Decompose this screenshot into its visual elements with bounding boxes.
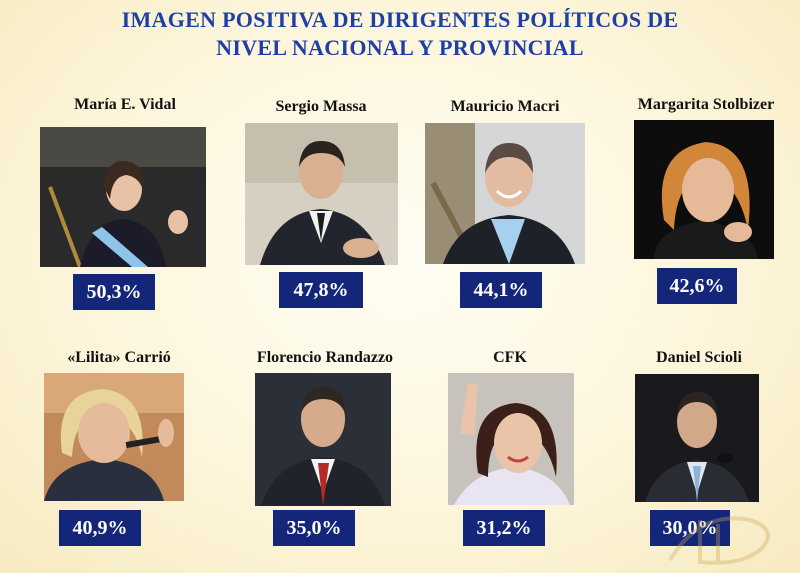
politician-name: María E. Vidal xyxy=(74,96,176,113)
politician-photo xyxy=(44,373,184,501)
percentage-badge: 40,9% xyxy=(59,510,141,546)
title-line-2: NIVEL NACIONAL Y PROVINCIAL xyxy=(216,35,584,60)
politician-photo xyxy=(425,123,585,264)
politician-name: «Lilita» Carrió xyxy=(67,349,171,366)
percentage-badge: 44,1% xyxy=(460,272,542,308)
politician-name: CFK xyxy=(493,349,527,366)
percentage-badge: 47,8% xyxy=(279,272,363,308)
percentage-badge: 30,0% xyxy=(650,510,730,546)
percentage-badge: 42,6% xyxy=(657,268,737,304)
politician-photo xyxy=(448,373,574,505)
logo-watermark-icon xyxy=(668,516,770,565)
politician-photo xyxy=(245,123,398,265)
politician-photo xyxy=(634,120,774,259)
politician-photo xyxy=(255,373,391,506)
percentage-badge: 31,2% xyxy=(463,510,545,546)
politician-name: Sergio Massa xyxy=(275,98,367,115)
politician-name: Margarita Stolbizer xyxy=(637,96,775,113)
politician-name: Mauricio Macri xyxy=(450,98,560,115)
percentage-badge: 50,3% xyxy=(73,274,155,310)
politician-name: Daniel Scioli xyxy=(656,349,742,366)
politician-photo xyxy=(40,127,206,267)
politician-photo xyxy=(635,374,759,502)
politician-name: Florencio Randazzo xyxy=(256,349,394,366)
page-title: IMAGEN POSITIVA DE DIRIGENTES POLÍTICOS … xyxy=(0,6,800,62)
percentage-badge: 35,0% xyxy=(273,510,355,546)
title-line-1: IMAGEN POSITIVA DE DIRIGENTES POLÍTICOS … xyxy=(121,7,679,32)
